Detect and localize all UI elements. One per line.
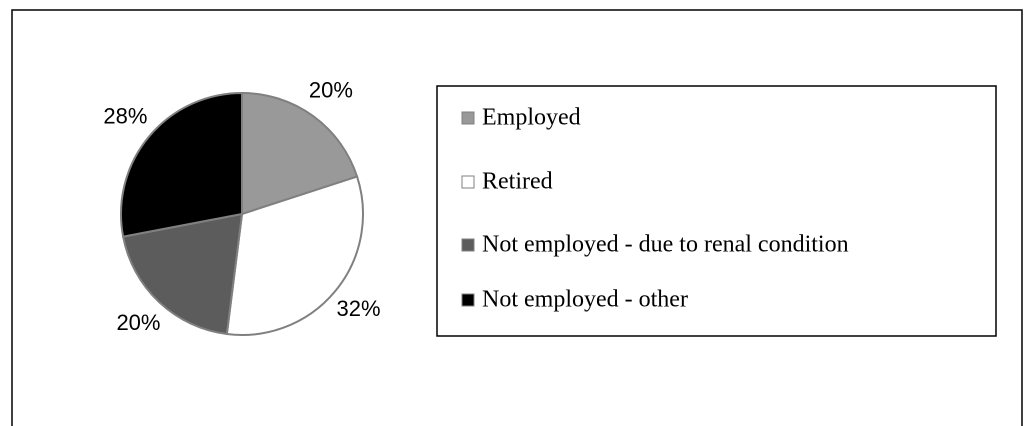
slice-label: 32%: [337, 296, 381, 321]
legend-swatch: [461, 175, 475, 189]
legend-label: Retired: [482, 169, 553, 195]
legend-label: Not employed - due to renal condition: [482, 232, 849, 258]
pie-slice: [121, 212, 244, 336]
pie-slice: [241, 91, 359, 216]
pie-slice: [120, 91, 243, 238]
legend-box: [436, 85, 997, 337]
legend-swatch: [461, 238, 475, 252]
pie-slice: [225, 175, 364, 336]
legend-label: Not employed - other: [482, 287, 688, 313]
slice-label: 20%: [309, 77, 353, 102]
legend-swatch: [461, 293, 475, 307]
legend-label: Employed: [482, 105, 581, 131]
slice-label: 20%: [116, 310, 160, 335]
slice-label: 28%: [103, 103, 147, 128]
legend-swatch: [461, 111, 475, 125]
